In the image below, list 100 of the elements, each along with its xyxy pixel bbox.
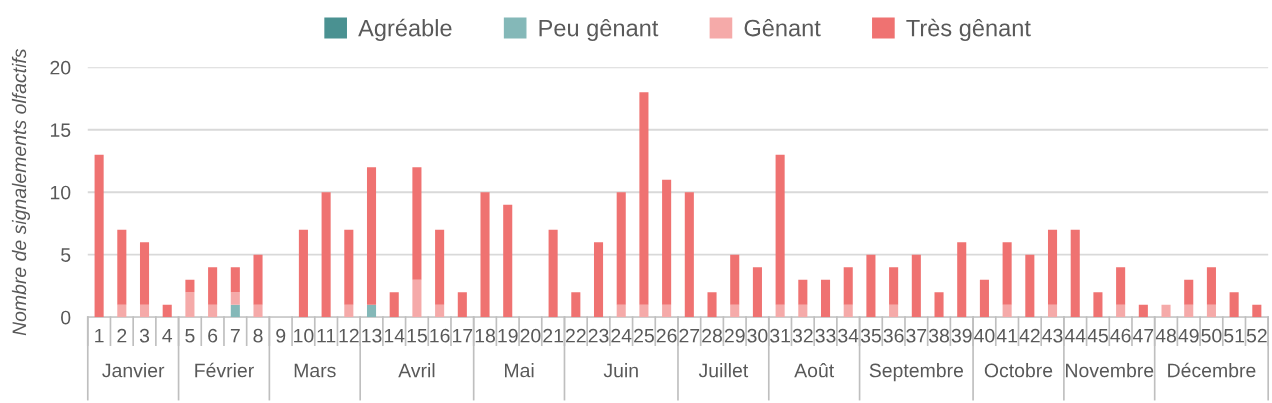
x-tick-label: 19 [498,328,518,343]
bar [139,304,150,318]
bar [843,304,853,318]
bar [253,254,263,305]
bar [412,279,422,318]
bar [412,167,422,280]
bar [1047,304,1058,318]
x-tick-label: 9 [276,328,286,343]
bar [344,304,354,318]
bar [1229,292,1239,318]
bar [480,192,490,318]
text: Février [195,362,254,378]
x-tick-label: 39 [951,328,972,343]
x-tick-label: 48 [1155,328,1176,343]
x-tick-label: 35 [860,328,881,343]
text: Janvier [102,363,165,378]
bar [1161,304,1171,318]
bar [94,154,104,318]
x-tick-label: 38 [928,328,949,343]
x-tick-label: 46 [1110,328,1131,343]
y-tick-label: 20 [50,60,71,75]
bar [889,267,899,305]
bar [616,192,626,305]
x-tick-label: 2 [117,328,127,343]
bar [321,192,331,318]
bar [889,304,899,318]
text: Juillet [698,363,749,378]
bar [707,292,717,318]
x-tick-label: 49 [1178,328,1199,343]
x-tick-label: 6 [208,328,218,343]
x-tick-label: 33 [815,328,836,343]
x-tick-label: 50 [1201,328,1222,343]
text: Octobre [984,363,1053,378]
x-tick-label: 22 [565,328,586,343]
x-tick-label: 30 [747,328,768,343]
bar [798,279,808,305]
x-tick-label: 32 [792,328,813,343]
y-tick-label: 5 [61,248,71,262]
bar [1070,229,1080,318]
bar [253,304,263,318]
bar [366,304,377,318]
x-tick-label: 1 [95,328,104,343]
x-tick-label: 4 [162,328,173,343]
x-tick-label: 16 [430,328,450,343]
bar [662,179,672,305]
text: Avril [398,363,435,378]
bar [503,204,513,318]
x-tick-label: 20 [520,328,541,343]
text: Août [794,363,835,378]
bar [593,242,604,318]
bar [684,192,694,318]
bar [1093,292,1103,318]
bar [911,254,921,318]
x-tick-label: 43 [1042,328,1063,343]
y-tick-label: 0 [61,310,71,325]
bar [344,229,354,305]
x-tick-label: 29 [724,328,745,343]
bar [117,229,127,305]
bar [843,267,853,305]
bar [162,304,172,318]
bar [662,304,672,318]
x-tick-label: 13 [362,328,382,343]
x-tick-label: 26 [656,328,677,343]
x-tick-label: 23 [588,328,609,343]
legend-label: Gênant [744,18,821,37]
x-tick-label: 28 [702,328,722,343]
x-tick-label: 7 [230,328,240,343]
bar [1002,304,1012,318]
bar [1252,304,1262,318]
bar [435,229,445,305]
bar [798,304,808,318]
bar [457,292,467,318]
bar [1138,304,1148,318]
bar [1116,304,1126,318]
x-tick-label: 10 [294,328,314,343]
x-tick-label: 12 [339,328,359,343]
x-tick-label: 21 [543,328,563,343]
bar [639,304,649,318]
x-tick-label: 15 [407,328,427,343]
text: Septembre [869,363,964,382]
bar [230,267,240,293]
y-tick-label: 15 [50,123,71,137]
bar [208,304,218,318]
bar [366,167,377,305]
legend-label: Peu gênant [539,18,659,42]
text: Décembre [1168,362,1256,378]
x-tick-label: 41 [996,328,1017,343]
bar [1116,267,1126,305]
bar [185,292,195,318]
bar [185,279,195,293]
bar [730,304,740,318]
bar [730,254,740,305]
x-tick-label: 44 [1064,328,1086,343]
x-tick-label: 18 [475,328,495,343]
x-tick-label: 3 [139,328,150,343]
x-tick-label: 47 [1132,328,1154,343]
x-tick-label: 14 [384,328,405,343]
x-tick-label: 5 [185,328,195,343]
bar [1025,254,1035,318]
bar [208,267,218,305]
